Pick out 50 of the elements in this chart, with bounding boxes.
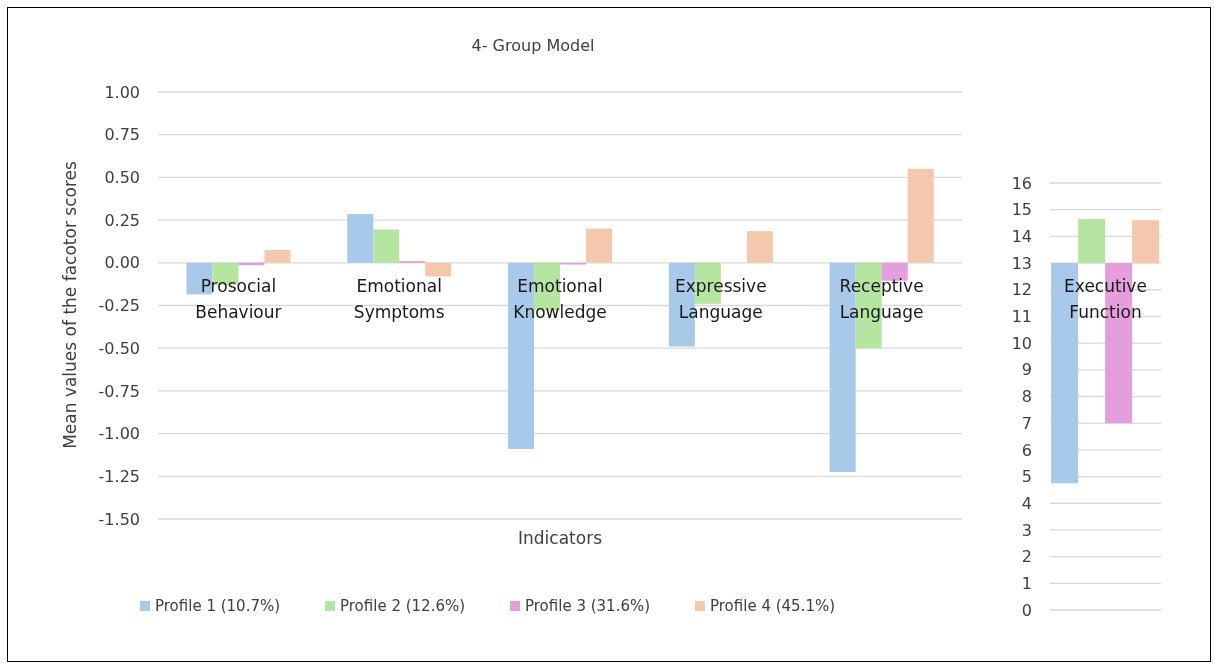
x-tick-label: Emotional Knowledge [513,275,607,322]
y-tick-label: 0.25 [104,210,140,230]
x-tick-label: Executive Function [1064,276,1147,323]
y-tick-label: 8 [1021,387,1032,407]
bar [1078,219,1106,264]
legend-label: Profile 3 (31.6%) [525,597,651,615]
y-tick-label: 13 [1011,253,1032,273]
bar [264,249,291,263]
x-tick-label: Prosocial Behaviour [195,275,282,322]
y-tick-label: 0.50 [104,168,140,188]
y-tick-label: -0.50 [98,338,140,358]
y-tick-label: -1.25 [98,466,140,486]
x-axis-title: Indicators [518,528,602,548]
legend-label: Profile 2 (12.6%) [340,597,466,615]
bar [586,228,613,263]
y-tick-label: 2 [1021,547,1032,567]
y-tick-label: 1.00 [104,82,140,102]
y-tick-label: 10 [1011,333,1032,353]
y-tick-label: 1 [1021,573,1032,593]
x-tick-label: Expressive Language [674,275,767,322]
y-tick-label: -0.75 [98,381,140,401]
y-tick-label: 16 [1011,173,1032,193]
y-tick-label: 12 [1011,280,1032,300]
y-tick-label: 0.75 [104,125,140,145]
y-tick-label: 5 [1021,467,1032,487]
y-tick-label: 6 [1021,440,1032,460]
legend-label: Profile 1 (10.7%) [155,597,281,615]
x-tick-label: Receptive Language [839,275,924,322]
bar [373,229,400,263]
bar [907,168,934,263]
y-tick-label: 14 [1011,227,1032,247]
chart-title: 4- Group Model [471,35,595,55]
y-tick-label: -0.25 [98,296,140,316]
legend-label: Profile 4 (45.1%) [710,597,836,615]
bar [746,231,773,263]
y-tick-label: 4 [1021,493,1032,513]
y-axis-title: Mean values of the facotor scores [60,161,80,449]
y-tick-label: 11 [1011,307,1032,327]
y-tick-label: 0 [1021,600,1032,620]
y-tick-label: 3 [1021,520,1032,540]
y-tick-label: 0.00 [104,253,140,273]
y-tick-label: -1.50 [98,509,140,529]
y-tick-label: 15 [1011,200,1032,220]
y-tick-label: -1.00 [98,424,140,444]
bar [425,262,452,277]
y-tick-label: 7 [1021,413,1032,433]
y-tick-label: 9 [1021,360,1032,380]
bar [347,214,374,263]
bar [1132,220,1160,264]
x-tick-label: Emotional Symptoms [353,275,445,322]
